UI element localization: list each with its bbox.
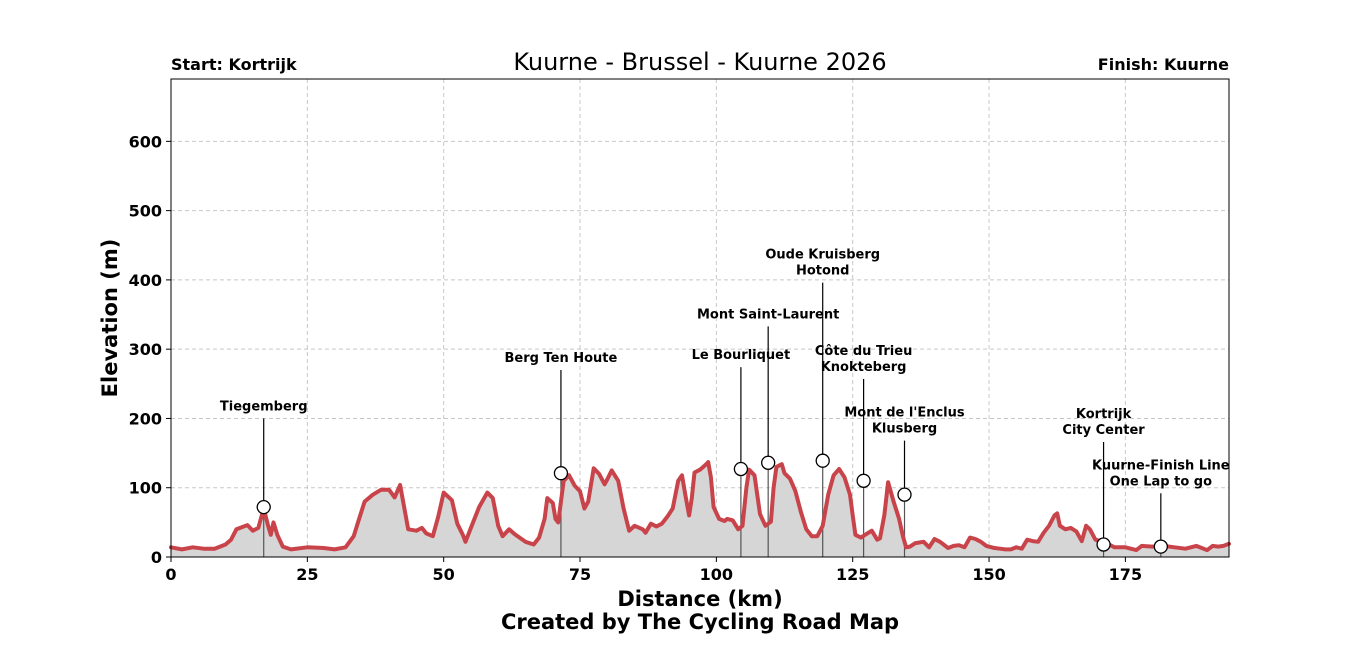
climb-marker xyxy=(553,466,569,481)
climb-marker xyxy=(1153,539,1168,554)
axis-ticks: 0 25 50 75 100 125 150 175 0 100 200 300 400 500 600 xyxy=(129,132,1142,584)
climb-label: Berg Ten Houte xyxy=(505,351,618,366)
climb-label: Mont Saint-Laurent xyxy=(697,307,839,322)
climb-label: Knokteberg xyxy=(821,360,907,375)
climb-label: City Center xyxy=(1062,423,1145,438)
finish-label: Finish: Kuurne xyxy=(1098,55,1229,74)
y-tick-label: 500 xyxy=(129,202,162,221)
chart-title: Kuurne - Brussel - Kuurne 2026 xyxy=(513,48,886,76)
x-tick-label: 0 xyxy=(165,565,176,584)
climb-marker xyxy=(897,487,912,502)
climb-marker xyxy=(815,453,830,468)
climb-label: Côte du Trieu xyxy=(815,344,913,359)
y-tick-label: 300 xyxy=(129,340,162,359)
x-tick-label: 25 xyxy=(296,565,318,584)
climb-marker xyxy=(733,461,749,477)
climb-marker xyxy=(761,455,776,470)
y-tick-label: 0 xyxy=(151,548,162,567)
climb-label: Kuurne-Finish Line xyxy=(1092,458,1230,473)
plot-frame xyxy=(170,78,1230,558)
x-tick-label: 50 xyxy=(433,565,455,584)
x-tick-label: 75 xyxy=(569,565,591,584)
x-tick-label: 150 xyxy=(972,565,1005,584)
climb-label: One Lap to go xyxy=(1110,474,1213,489)
x-tick-label: 125 xyxy=(836,565,869,584)
credit-label: Created by The Cycling Road Map xyxy=(501,610,899,634)
y-tick-label: 100 xyxy=(129,479,162,498)
climb-marker xyxy=(856,473,871,488)
climb-label: Hotond xyxy=(796,264,850,279)
x-axis-label: Distance (km) xyxy=(617,587,782,611)
y-tick-label: 400 xyxy=(129,271,162,290)
start-label: Start: Kortrijk xyxy=(171,55,297,74)
climb-label: Mont de l'Enclus xyxy=(844,406,964,421)
climb-label: Klusberg xyxy=(872,422,937,437)
y-tick-label: 600 xyxy=(129,132,162,151)
climb-marker xyxy=(256,499,271,515)
climb-label: Kortrijk xyxy=(1076,407,1132,422)
climb-label: Oude Kruisberg xyxy=(765,248,880,263)
climb-marker xyxy=(1096,537,1111,552)
elevation-line xyxy=(169,460,1231,553)
climb-label: Tiegemberg xyxy=(220,399,308,414)
climb-labels: Tiegemberg Berg Ten Houte Le Bourliquet Mon… xyxy=(220,248,1230,554)
y-axis-label: Elevation (m) xyxy=(98,239,122,398)
x-tick-label: 100 xyxy=(700,565,733,584)
elevation-fill xyxy=(171,462,1229,557)
y-tick-label: 200 xyxy=(129,409,162,428)
x-tick-label: 175 xyxy=(1109,565,1142,584)
climb-label: Le Bourliquet xyxy=(692,348,791,363)
